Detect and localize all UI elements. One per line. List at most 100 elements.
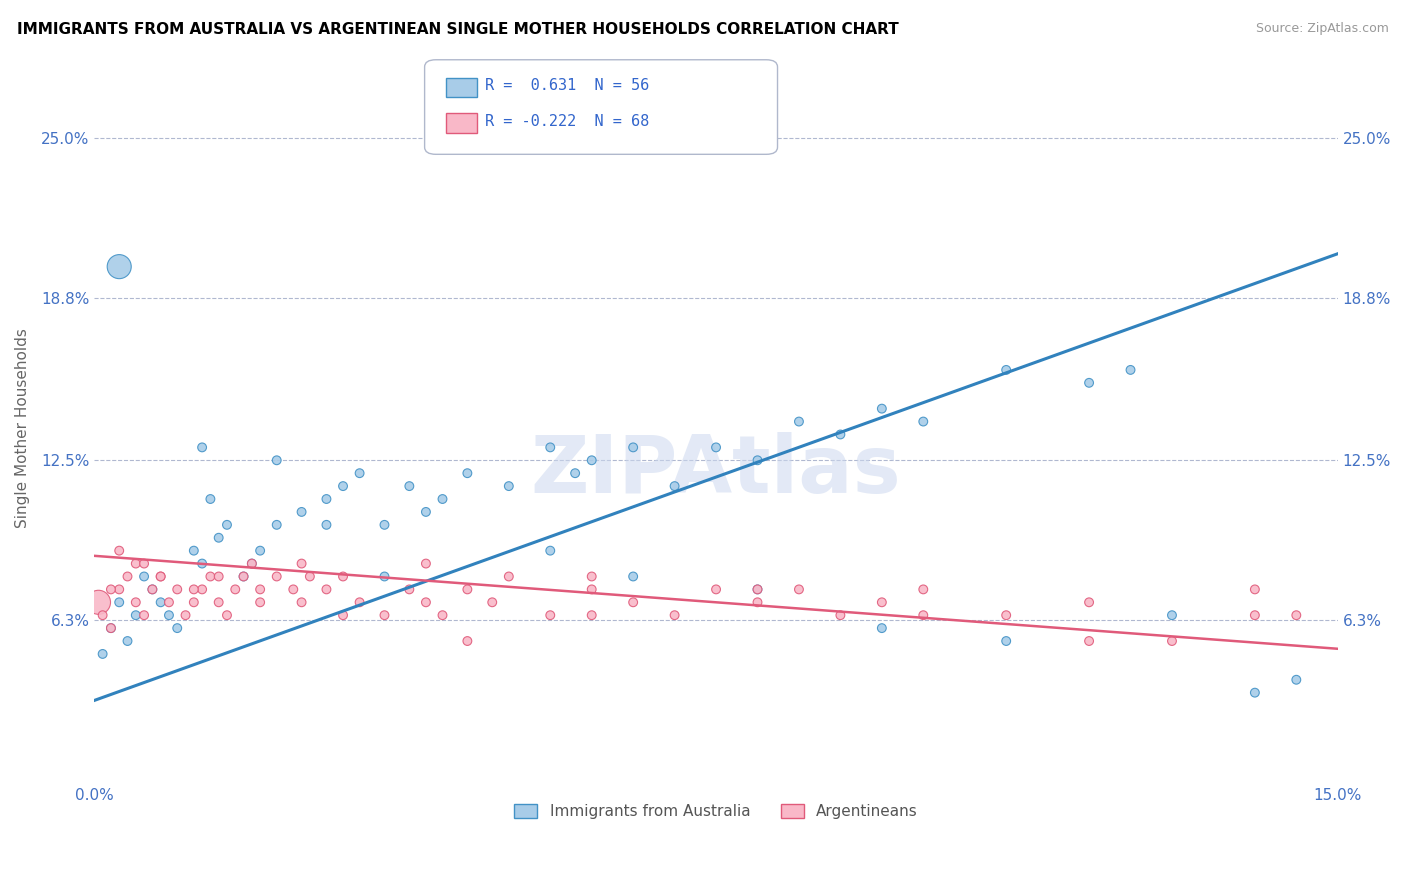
Y-axis label: Single Mother Households: Single Mother Households <box>15 328 30 528</box>
Point <box>240 557 263 571</box>
Point <box>415 595 437 609</box>
Point <box>1078 634 1101 648</box>
Point <box>132 569 155 583</box>
Point <box>456 634 478 648</box>
Point <box>870 401 893 416</box>
Point <box>191 441 214 455</box>
Point <box>91 608 114 623</box>
Point <box>398 479 420 493</box>
Point <box>1244 686 1267 700</box>
Point <box>215 517 238 532</box>
Point <box>290 595 312 609</box>
Point <box>787 415 810 429</box>
Point <box>132 608 155 623</box>
Point <box>621 569 644 583</box>
Point <box>538 543 561 558</box>
Point <box>581 608 603 623</box>
Point <box>995 634 1018 648</box>
Point <box>91 647 114 661</box>
Point <box>581 453 603 467</box>
Point <box>125 595 148 609</box>
Point <box>249 595 271 609</box>
Point <box>87 595 110 609</box>
Point <box>290 505 312 519</box>
Point <box>166 621 188 635</box>
Point <box>315 491 337 506</box>
Point <box>621 595 644 609</box>
Point <box>315 582 337 597</box>
Point <box>266 569 288 583</box>
Point <box>183 595 205 609</box>
Text: Source: ZipAtlas.com: Source: ZipAtlas.com <box>1256 22 1389 36</box>
Point <box>456 582 478 597</box>
Point <box>100 582 122 597</box>
Point <box>215 608 238 623</box>
Point <box>157 608 180 623</box>
Point <box>191 557 214 571</box>
Point <box>912 608 935 623</box>
Point <box>183 543 205 558</box>
Point <box>912 415 935 429</box>
Text: R = -0.222  N = 68: R = -0.222 N = 68 <box>485 114 650 128</box>
Point <box>1161 634 1184 648</box>
Point <box>1161 608 1184 623</box>
Point <box>108 543 131 558</box>
Point <box>183 582 205 597</box>
Point <box>373 517 395 532</box>
Point <box>240 557 263 571</box>
Point <box>249 582 271 597</box>
Point <box>125 557 148 571</box>
Point <box>995 608 1018 623</box>
Point <box>298 569 321 583</box>
Point <box>481 595 503 609</box>
Point <box>747 582 769 597</box>
Point <box>432 608 454 623</box>
Point <box>332 608 354 623</box>
Point <box>315 517 337 532</box>
Point <box>290 557 312 571</box>
Point <box>283 582 305 597</box>
Point <box>621 441 644 455</box>
Point <box>664 608 686 623</box>
Point <box>266 517 288 532</box>
Point <box>995 363 1018 377</box>
Point <box>704 582 727 597</box>
Point <box>1244 582 1267 597</box>
Point <box>747 453 769 467</box>
Point <box>1119 363 1142 377</box>
Point <box>787 582 810 597</box>
Point <box>538 608 561 623</box>
Point <box>208 531 231 545</box>
Point <box>249 543 271 558</box>
Point <box>870 595 893 609</box>
Point <box>1285 608 1308 623</box>
Point <box>704 441 727 455</box>
Point <box>108 582 131 597</box>
Legend: Immigrants from Australia, Argentineans: Immigrants from Australia, Argentineans <box>509 797 924 825</box>
Point <box>349 595 371 609</box>
Point <box>149 569 172 583</box>
Point <box>157 595 180 609</box>
Point <box>564 466 586 480</box>
Text: IMMIGRANTS FROM AUSTRALIA VS ARGENTINEAN SINGLE MOTHER HOUSEHOLDS CORRELATION CH: IMMIGRANTS FROM AUSTRALIA VS ARGENTINEAN… <box>17 22 898 37</box>
Point <box>208 595 231 609</box>
Point <box>830 608 852 623</box>
Point <box>232 569 254 583</box>
Point <box>232 569 254 583</box>
Point <box>415 557 437 571</box>
Point <box>208 569 231 583</box>
Point <box>456 466 478 480</box>
Point <box>224 582 246 597</box>
Point <box>117 634 139 648</box>
Point <box>125 608 148 623</box>
Point <box>100 621 122 635</box>
Point <box>538 441 561 455</box>
Point <box>117 569 139 583</box>
Point <box>747 595 769 609</box>
Point <box>373 608 395 623</box>
Point <box>108 595 131 609</box>
Point <box>912 582 935 597</box>
Point <box>581 582 603 597</box>
Point <box>747 582 769 597</box>
Point <box>1244 608 1267 623</box>
